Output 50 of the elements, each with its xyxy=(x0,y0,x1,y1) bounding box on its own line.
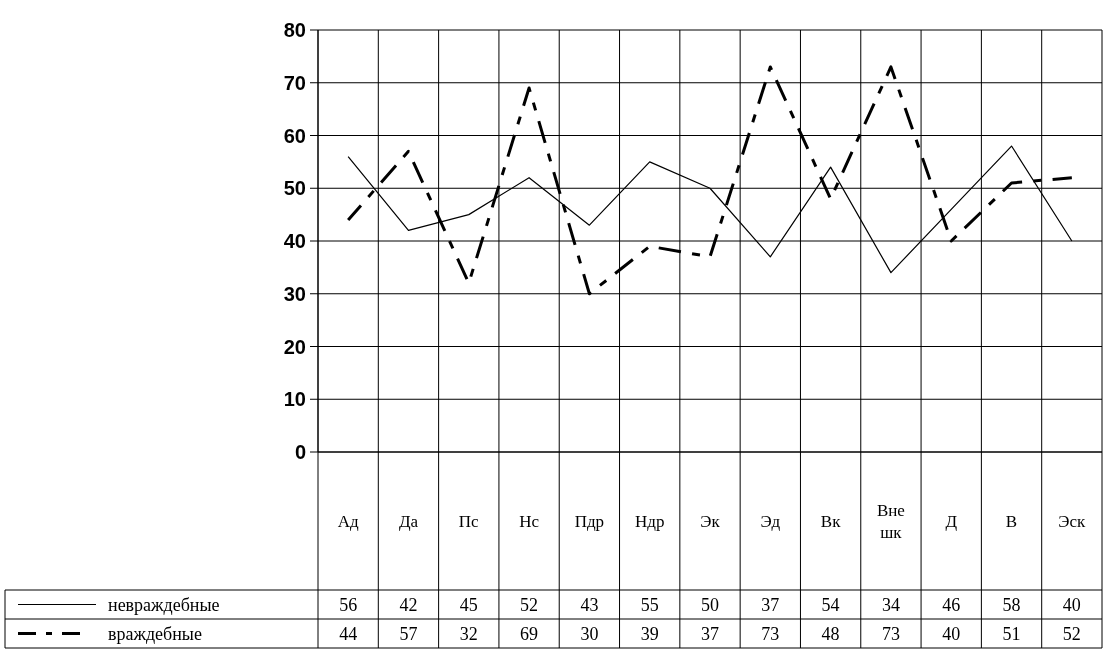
y-tick-label: 60 xyxy=(283,124,306,147)
data-label: 57 xyxy=(399,623,418,644)
x-tick-label: Ндр xyxy=(634,511,665,531)
legend-label: невраждебные xyxy=(108,594,220,615)
data-label: 50 xyxy=(701,594,719,615)
data-label: 69 xyxy=(520,623,539,644)
x-tick-label: Эск xyxy=(1058,511,1087,531)
data-label: 30 xyxy=(580,623,599,644)
y-tick-label: 50 xyxy=(283,177,306,200)
x-tick-label: Эк xyxy=(700,511,721,531)
data-label: 56 xyxy=(339,594,358,615)
y-tick-label: 30 xyxy=(283,282,306,305)
data-label: 54 xyxy=(821,594,840,615)
x-tick-label: В xyxy=(1005,511,1018,531)
legend-label: враждебные xyxy=(108,623,202,644)
data-label: 40 xyxy=(1062,594,1081,615)
y-tick-label: 70 xyxy=(283,71,306,94)
data-label: 48 xyxy=(821,623,840,644)
y-tick-label: 0 xyxy=(294,441,306,463)
data-label: 39 xyxy=(640,623,659,644)
data-label: 42 xyxy=(399,594,418,615)
y-tick-label: 10 xyxy=(283,388,306,411)
data-label: 73 xyxy=(881,623,900,644)
data-label: 46 xyxy=(942,594,961,615)
x-tick-label: Да xyxy=(398,511,419,531)
data-label: 32 xyxy=(459,623,478,644)
data-label: 52 xyxy=(520,594,539,615)
data-label: 51 xyxy=(1002,623,1021,644)
x-tick-label: Пдр xyxy=(574,511,605,531)
data-label: 52 xyxy=(1062,623,1081,644)
x-tick-label: Ад xyxy=(337,511,359,531)
x-tick-label: Нс xyxy=(519,511,540,531)
data-label: 45 xyxy=(459,594,478,615)
data-label: 58 xyxy=(1002,594,1021,615)
data-label: 55 xyxy=(640,594,659,615)
x-tick-label: Эд xyxy=(760,511,781,531)
data-label: 37 xyxy=(761,594,780,615)
data-label: 34 xyxy=(881,594,900,615)
data-label: 73 xyxy=(761,623,780,644)
data-label: 44 xyxy=(339,623,358,644)
y-tick-label: 20 xyxy=(283,335,306,358)
x-tick-label: Д xyxy=(945,511,958,531)
x-tick-label: Вне шк xyxy=(876,500,905,542)
y-tick-label: 40 xyxy=(283,230,306,252)
x-tick-label: Пс xyxy=(458,511,480,531)
data-label: 37 xyxy=(701,623,719,644)
x-tick-label: Вк xyxy=(820,511,842,531)
y-tick-label: 80 xyxy=(283,19,306,41)
data-label: 40 xyxy=(942,623,961,644)
data-label: 43 xyxy=(580,594,599,615)
